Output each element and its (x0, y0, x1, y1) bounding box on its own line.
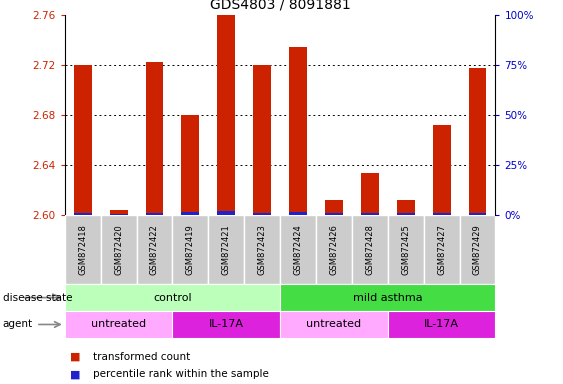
Bar (172, 215, 208, 284)
Bar (253, 65, 271, 215)
Bar (110, 210, 128, 215)
Bar (101, 215, 137, 284)
Bar (145, 213, 163, 215)
Bar (65, 284, 280, 311)
Text: GSM872418: GSM872418 (78, 224, 87, 275)
Bar (181, 212, 199, 215)
Bar (137, 215, 172, 284)
Text: IL-17A: IL-17A (424, 319, 459, 329)
Text: IL-17A: IL-17A (209, 319, 244, 329)
Bar (432, 125, 450, 215)
Text: ■: ■ (70, 352, 81, 362)
Bar (388, 215, 424, 284)
Bar (208, 215, 244, 284)
Bar (361, 173, 379, 215)
Text: disease state: disease state (3, 293, 72, 303)
Bar (352, 215, 388, 284)
Text: GSM872421: GSM872421 (222, 224, 231, 275)
Bar (289, 212, 307, 215)
Text: untreated: untreated (91, 319, 146, 329)
Bar (217, 211, 235, 215)
Text: untreated: untreated (306, 319, 361, 329)
Bar (280, 284, 495, 311)
Text: percentile rank within the sample: percentile rank within the sample (93, 369, 269, 379)
Bar (65, 215, 101, 284)
Bar (397, 213, 415, 215)
Text: GSM872423: GSM872423 (258, 224, 267, 275)
Bar (325, 213, 343, 215)
Bar (289, 46, 307, 215)
Bar (468, 68, 486, 215)
Bar (65, 311, 172, 338)
Bar (110, 214, 128, 215)
Bar (74, 65, 92, 215)
Text: GSM872420: GSM872420 (114, 224, 123, 275)
Text: GSM872422: GSM872422 (150, 224, 159, 275)
Bar (468, 213, 486, 215)
Bar (181, 115, 199, 215)
Bar (388, 311, 495, 338)
Bar (172, 311, 280, 338)
Bar (459, 215, 495, 284)
Text: GSM872419: GSM872419 (186, 224, 195, 275)
Text: mild asthma: mild asthma (353, 293, 423, 303)
Bar (432, 213, 450, 215)
Text: ■: ■ (70, 369, 81, 379)
Title: GDS4803 / 8091881: GDS4803 / 8091881 (209, 0, 350, 12)
Text: control: control (153, 293, 192, 303)
Text: agent: agent (3, 319, 33, 329)
Bar (424, 215, 459, 284)
Text: GSM872427: GSM872427 (437, 224, 446, 275)
Text: transformed count: transformed count (93, 352, 190, 362)
Bar (325, 200, 343, 215)
Bar (253, 213, 271, 215)
Bar (361, 213, 379, 215)
Bar (397, 200, 415, 215)
Bar (145, 61, 163, 215)
Bar (316, 215, 352, 284)
Text: GSM872429: GSM872429 (473, 224, 482, 275)
Bar (217, 15, 235, 215)
Text: GSM872424: GSM872424 (293, 224, 302, 275)
Text: GSM872428: GSM872428 (365, 224, 374, 275)
Text: GSM872425: GSM872425 (401, 224, 410, 275)
Text: GSM872426: GSM872426 (329, 224, 338, 275)
Bar (74, 213, 92, 215)
Bar (280, 311, 388, 338)
Bar (280, 215, 316, 284)
Bar (244, 215, 280, 284)
